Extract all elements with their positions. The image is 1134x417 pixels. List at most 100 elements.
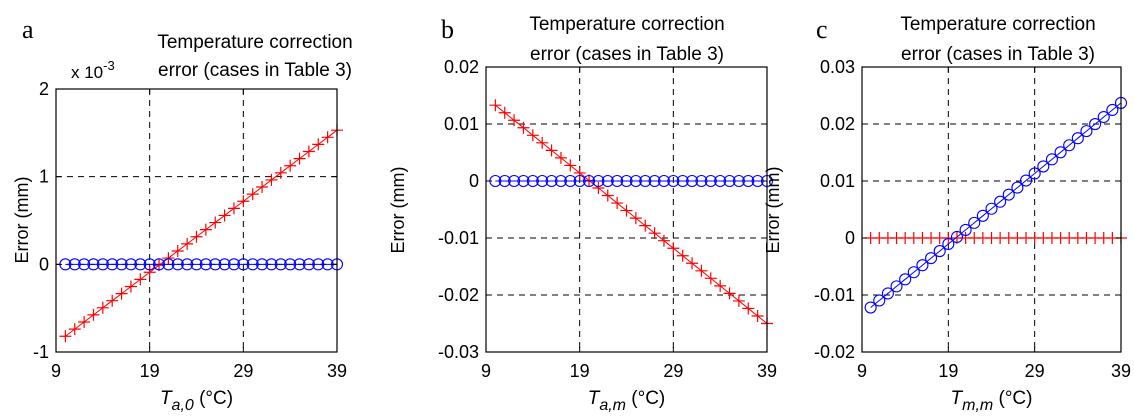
chart-panel-b: 9 19 29 39 -0.03 -0.02 -0.01 0 0.01 0.02 b Temperat… bbox=[388, 14, 777, 414]
data-point-circle bbox=[968, 216, 981, 229]
data-point-cross bbox=[106, 294, 119, 307]
data-point-circle bbox=[639, 174, 652, 188]
data-point-cross bbox=[162, 252, 175, 265]
data-point-cross bbox=[601, 189, 614, 202]
data-point-cross bbox=[723, 287, 736, 300]
data-point-circle bbox=[312, 258, 325, 271]
data-point-circle bbox=[508, 174, 521, 188]
data-point-circle bbox=[994, 195, 1007, 208]
data-point-circle bbox=[592, 174, 605, 188]
data-point-circle bbox=[1037, 160, 1050, 173]
chart-title-line-1: Temperature correction bbox=[900, 14, 1095, 35]
data-point-cross bbox=[59, 330, 72, 343]
data-point-cross bbox=[573, 166, 586, 179]
data-point-circle bbox=[881, 287, 894, 300]
data-point-cross bbox=[265, 173, 278, 186]
data-point-cross bbox=[508, 114, 521, 127]
data-point-cross bbox=[134, 273, 147, 286]
data-point-circle bbox=[284, 258, 297, 271]
chart-panel-c: 9 19 29 39 -0.02 -0.01 0 0.01 0.02 0.03 c Temperatu… bbox=[763, 14, 1131, 414]
x-tick-label: 39 bbox=[757, 361, 777, 381]
data-point-circle bbox=[1063, 139, 1076, 152]
y-tick-label: 0 bbox=[39, 254, 49, 274]
data-point-circle bbox=[536, 174, 549, 188]
y-tick-label: 0.02 bbox=[820, 114, 855, 134]
data-point-cross bbox=[256, 181, 269, 194]
data-point-cross bbox=[237, 195, 250, 208]
y-tick-label: 0.01 bbox=[820, 171, 855, 191]
data-point-circle bbox=[526, 174, 539, 188]
chart-title-line-1: Temperature correction bbox=[529, 14, 724, 35]
data-point-circle bbox=[199, 258, 212, 271]
data-point-circle bbox=[1106, 103, 1119, 117]
x-axis-variable: T bbox=[160, 388, 173, 409]
x-tick-label: 19 bbox=[938, 361, 958, 381]
series-circle bbox=[864, 96, 1128, 314]
data-point-circle bbox=[96, 258, 109, 271]
data-point-circle bbox=[611, 174, 624, 188]
x-axis-subscript: m,m bbox=[962, 397, 993, 414]
x-axis-subscript: a,m bbox=[599, 397, 626, 414]
chart-title-line-1: Temperature correction bbox=[157, 32, 352, 53]
y-tick-label: -0.02 bbox=[438, 285, 479, 305]
data-point-circle bbox=[143, 258, 156, 271]
data-point-circle bbox=[985, 202, 998, 215]
data-point-cross bbox=[742, 302, 755, 315]
data-point-cross bbox=[293, 152, 306, 165]
x-axis-variable: T bbox=[951, 388, 964, 409]
y-tick-label: -0.02 bbox=[814, 342, 855, 362]
data-point-circle bbox=[68, 258, 81, 271]
data-point-circle bbox=[1089, 118, 1102, 131]
y-tick-label: -0.01 bbox=[814, 285, 855, 305]
data-point-cross bbox=[611, 197, 624, 210]
data-point-circle bbox=[545, 174, 558, 188]
data-point-circle bbox=[152, 258, 166, 271]
data-point-circle bbox=[1002, 188, 1015, 201]
data-point-cross bbox=[124, 280, 137, 293]
data-point-cross bbox=[536, 136, 549, 149]
data-point-circle bbox=[723, 174, 736, 188]
x-axis-subscript: a,0 bbox=[172, 397, 194, 414]
x-tick-label: 39 bbox=[327, 361, 347, 381]
data-point-cross bbox=[517, 121, 530, 134]
data-point-circle bbox=[573, 174, 586, 188]
y-exponent-power: -3 bbox=[103, 58, 115, 73]
data-point-cross bbox=[96, 301, 109, 314]
x-axis-label: Tm,m (°C) bbox=[951, 388, 1033, 414]
data-point-circle bbox=[134, 258, 147, 271]
x-axis-label: Ta,0 (°C) bbox=[160, 388, 233, 414]
data-point-circle bbox=[732, 174, 745, 188]
x-tick-label: 9 bbox=[481, 361, 491, 381]
data-point-cross bbox=[321, 131, 334, 144]
y-tick-label: 0.01 bbox=[444, 114, 479, 134]
data-point-circle bbox=[695, 174, 708, 188]
data-point-cross bbox=[667, 242, 680, 255]
data-point-cross bbox=[592, 181, 605, 194]
data-point-cross bbox=[302, 145, 315, 158]
data-point-cross bbox=[629, 212, 642, 225]
data-point-cross bbox=[714, 279, 727, 292]
data-point-cross bbox=[732, 294, 745, 307]
y-tick-label: 0 bbox=[469, 171, 479, 191]
data-point-cross bbox=[199, 223, 212, 236]
x-tick-label: 9 bbox=[51, 361, 61, 381]
data-point-circle bbox=[564, 174, 577, 188]
data-point-cross bbox=[620, 204, 633, 217]
x-axis-label: Ta,m (°C) bbox=[588, 388, 666, 414]
x-tick-label: 29 bbox=[233, 361, 253, 381]
data-point-circle bbox=[293, 258, 306, 271]
data-point-circle bbox=[704, 174, 717, 188]
data-point-cross bbox=[686, 257, 699, 270]
y-axis-exponent: x 10-3 bbox=[71, 58, 115, 82]
data-point-circle bbox=[274, 258, 287, 271]
y-axis-label: Error (mm) bbox=[12, 177, 32, 264]
data-point-circle bbox=[942, 237, 955, 251]
data-point-cross bbox=[526, 129, 539, 142]
data-point-cross bbox=[312, 138, 325, 151]
y-tick-label: 0.03 bbox=[820, 57, 855, 77]
x-tick-label: 39 bbox=[1111, 361, 1131, 381]
data-point-circle bbox=[933, 245, 946, 258]
plot-frame bbox=[485, 66, 768, 353]
data-point-circle bbox=[218, 258, 231, 271]
